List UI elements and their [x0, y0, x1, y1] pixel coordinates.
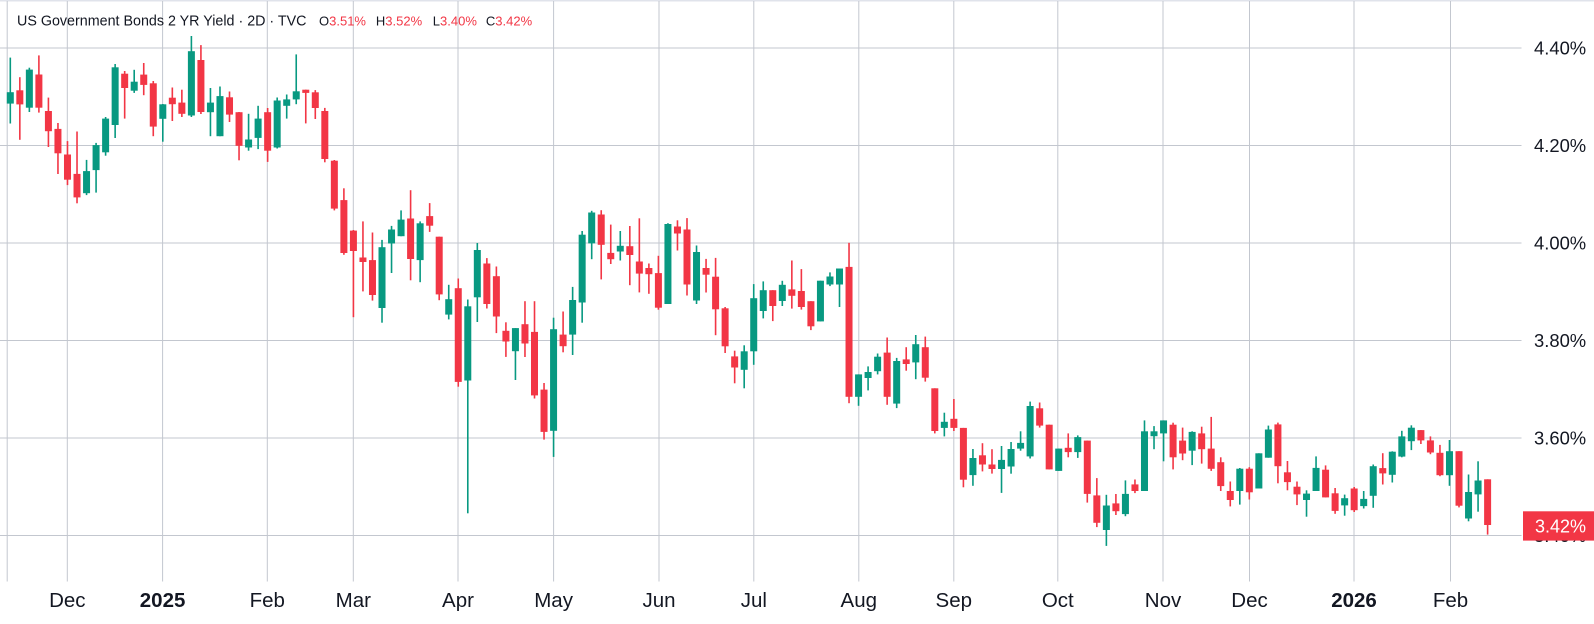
svg-text:C3.42%: C3.42% [486, 14, 533, 29]
svg-text:4.00%: 4.00% [1534, 232, 1586, 253]
svg-text:Nov: Nov [1145, 589, 1182, 612]
svg-text:Mar: Mar [336, 589, 371, 612]
svg-text:Feb: Feb [1433, 589, 1468, 612]
svg-text:3.80%: 3.80% [1534, 330, 1586, 351]
svg-text:4.20%: 4.20% [1534, 135, 1586, 156]
svg-text:May: May [534, 589, 573, 612]
svg-text:Apr: Apr [442, 589, 474, 612]
svg-text:2026: 2026 [1331, 589, 1377, 612]
svg-text:3.60%: 3.60% [1534, 427, 1586, 448]
svg-text:2025: 2025 [140, 589, 186, 612]
svg-text:Dec: Dec [1231, 589, 1267, 612]
svg-text:4.40%: 4.40% [1534, 37, 1586, 58]
svg-text:Feb: Feb [250, 589, 285, 612]
svg-text:Jul: Jul [741, 589, 767, 612]
svg-text:Oct: Oct [1042, 589, 1074, 612]
svg-text:L3.40%: L3.40% [433, 14, 478, 29]
svg-text:O3.51%: O3.51% [319, 14, 366, 29]
svg-text:Dec: Dec [49, 589, 85, 612]
svg-text:3.42%: 3.42% [1535, 517, 1586, 537]
svg-text:US Government Bonds 2 YR Yield: US Government Bonds 2 YR Yield · 2D · TV… [17, 14, 307, 30]
svg-text:Jun: Jun [642, 589, 675, 612]
svg-text:Sep: Sep [936, 589, 972, 612]
svg-text:Aug: Aug [841, 589, 877, 612]
svg-text:H3.52%: H3.52% [376, 14, 423, 29]
